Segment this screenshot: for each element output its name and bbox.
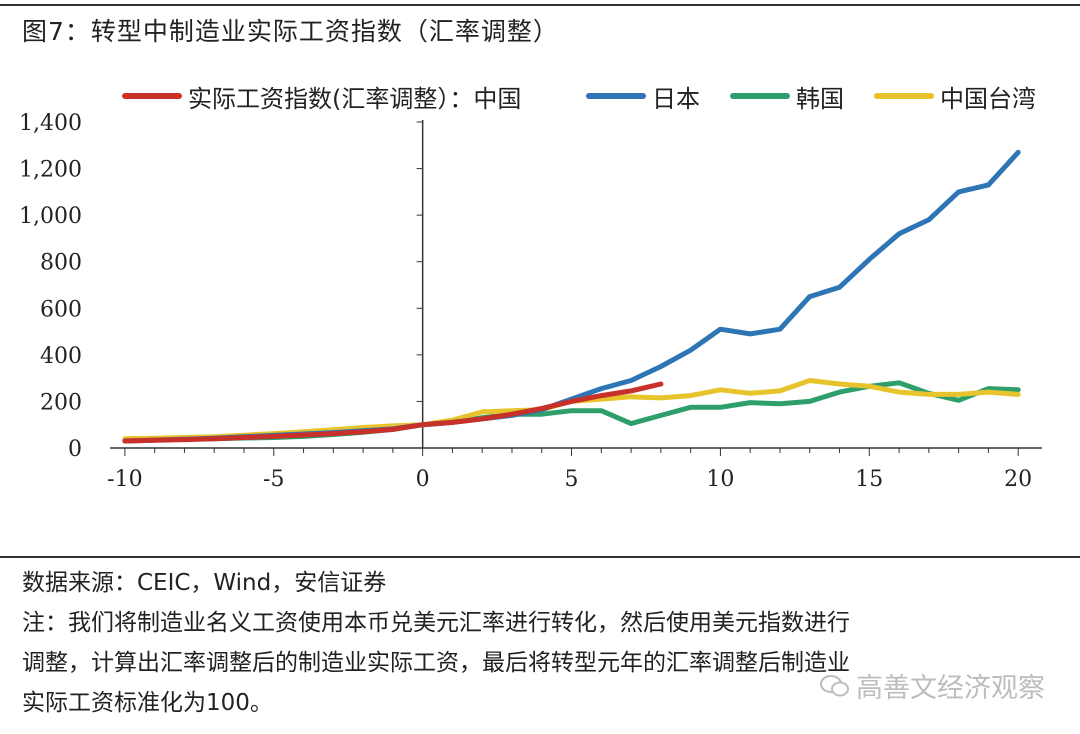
y-tick-label: 800 [40,251,82,276]
x-tick-label: 10 [706,467,734,492]
series-line-china [122,381,664,444]
legend-swatch-korea [730,93,790,99]
notes-section: 数据来源：CEIC，Wind，安信证券 注：我们将制造业名义工资使用本币兑美元汇… [22,563,1072,723]
legend-label-china: 实际工资指数(汇率调整）：中国 [188,84,522,113]
x-tick-label: 20 [1004,467,1032,492]
note-line-2: 调整，计算出汇率调整后的制造业实际工资，最后将转型元年的汇率调整后制造业 [22,650,850,676]
legend-item-china: 实际工资指数(汇率调整）：中国 [122,80,522,113]
legend-item-korea: 韩国 [730,80,844,113]
line-chart: -10 -5 0 5 10 15 2002004006008001,0001,2001,40… [19,111,1042,492]
legend-swatch-china [122,93,182,99]
y-tick-label: 1,000 [19,204,82,229]
x-tick-label: 5 [565,467,579,492]
y-tick-label: 0 [68,437,82,462]
legend-swatch-taiwan [874,93,934,99]
legend-label-taiwan: 中国台湾 [940,84,1036,113]
x-tick-label: -5 [263,467,284,492]
note-line-1: 注：我们将制造业名义工资使用本币兑美元汇率进行转化，然后使用美元指数进行 [22,610,850,636]
legend-label-korea: 韩国 [796,84,844,113]
x-tick-label: 0 [416,467,430,492]
y-tick-label: 400 [40,344,82,369]
chart-legend: 实际工资指数(汇率调整）：中国 日本 韩国 中国台湾 [0,80,1080,113]
y-tick-label: 1,400 [19,111,82,136]
y-tick-label: 200 [40,390,82,415]
y-tick-label: 600 [40,297,82,322]
source-line: 数据来源：CEIC，Wind，安信证券 [22,570,387,596]
note-line-3: 实际工资标准化为100。 [22,690,273,716]
series-line-japan [122,149,1021,444]
x-tick-label: -10 [107,467,142,492]
chart-title: 图7：转型中制造业实际工资指数（汇率调整） [22,17,559,46]
legend-swatch-japan [586,93,646,99]
y-tick-label: 1,200 [19,158,82,183]
x-tick-label: 15 [855,467,883,492]
legend-item-taiwan: 中国台湾 [874,80,1036,113]
watermark-text: 高善文经济观察 [856,673,1045,704]
legend-label-japan: 日本 [652,84,700,113]
top-rule [0,4,1080,6]
watermark: 高善文经济观察 [820,666,1045,705]
section-divider [0,556,1080,558]
legend-item-japan: 日本 [586,80,700,113]
wechat-icon [820,674,849,696]
